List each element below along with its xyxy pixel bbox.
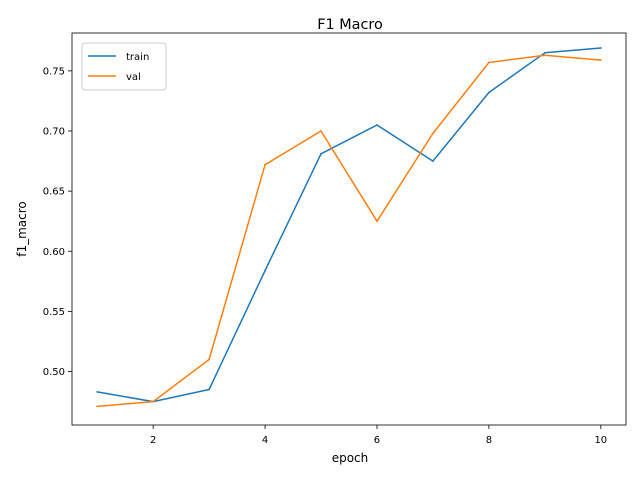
series-line-val	[97, 54, 601, 408]
data-point-train	[96, 391, 99, 393]
x-tick-label: 8	[486, 435, 492, 446]
x-axis-label: epoch	[332, 451, 369, 465]
chart-title: F1 Macro	[317, 17, 383, 33]
data-point-train	[432, 160, 434, 162]
axes: 2 4 6 8 10 0.50 0.55 0.60 0.65 0.70 0.75	[43, 66, 607, 446]
axes-frame	[71, 32, 627, 426]
data-point-train	[208, 388, 211, 391]
x-tick-label: 10	[594, 435, 607, 446]
data-point-val	[96, 405, 99, 408]
data-point-train	[599, 47, 602, 49]
data-point-val	[432, 132, 434, 135]
legend: train val	[81, 42, 167, 91]
y-tick-label: 0.70	[43, 127, 65, 138]
legend-box	[81, 42, 167, 91]
series-line-train	[97, 47, 601, 403]
y-tick-label: 0.60	[43, 247, 65, 258]
data-point-train	[487, 91, 490, 94]
data-point-train	[376, 124, 378, 126]
x-tick-label: 4	[262, 435, 268, 446]
y-tick-label: 0.50	[43, 367, 65, 378]
data-point-train	[543, 51, 546, 54]
data-point-val	[376, 220, 378, 223]
data-point-val	[264, 163, 266, 166]
x-tick-label: 2	[150, 435, 156, 446]
data-point-train	[320, 152, 322, 155]
y-tick-label: 0.55	[43, 307, 65, 318]
data-point-val	[320, 130, 322, 132]
data-point-train	[264, 269, 266, 272]
legend-label-val: val	[126, 72, 141, 83]
data-point-val	[152, 400, 155, 403]
data-point-val	[543, 54, 546, 57]
y-tick-label: 0.65	[43, 187, 65, 198]
legend-label-train: train	[126, 52, 149, 63]
x-tick-label: 6	[374, 435, 380, 446]
y-axis-label: f1_macro	[15, 201, 29, 257]
data-point-val	[599, 59, 602, 61]
plot-area	[96, 47, 602, 408]
data-point-val	[487, 61, 490, 64]
y-tick-label: 0.75	[43, 66, 65, 77]
data-point-val	[208, 358, 211, 361]
